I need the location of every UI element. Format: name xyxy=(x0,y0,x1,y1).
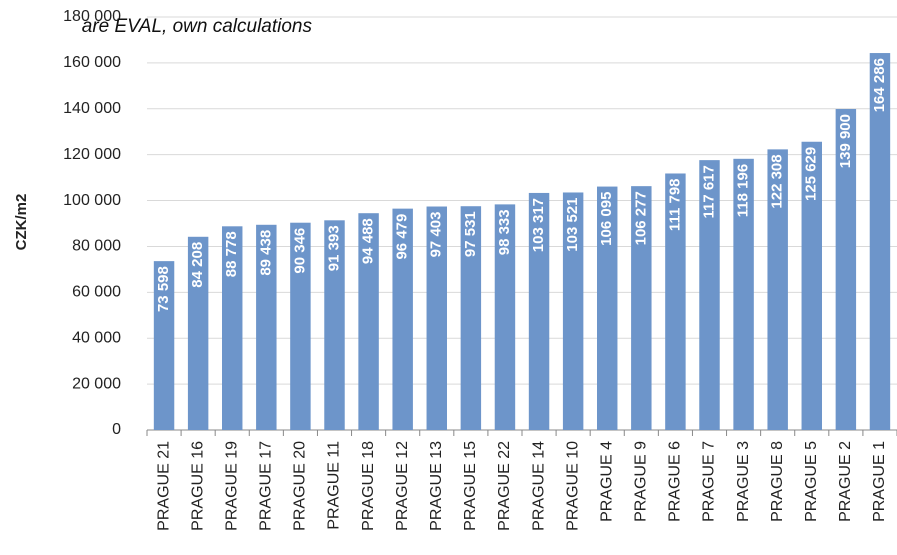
y-tick-label: 0 xyxy=(112,421,121,438)
y-tick-label: 100 000 xyxy=(63,192,121,209)
value-label: 90 346 xyxy=(291,228,308,274)
bar xyxy=(699,160,720,430)
x-tick-label: PRAGUE 6 xyxy=(667,441,684,522)
x-tick-label: PRAGUE 17 xyxy=(258,441,275,531)
y-tick-label: 40 000 xyxy=(72,329,121,346)
y-tick-label: 60 000 xyxy=(72,284,121,301)
x-tick-label: PRAGUE 10 xyxy=(564,441,581,531)
bar xyxy=(767,149,788,430)
value-label: 88 778 xyxy=(223,231,240,277)
bar xyxy=(256,224,277,430)
bar xyxy=(358,213,379,430)
value-label: 94 488 xyxy=(360,218,377,264)
bar xyxy=(801,141,822,431)
y-tick-label: 120 000 xyxy=(63,146,121,163)
x-tick-label: PRAGUE 14 xyxy=(530,441,547,531)
value-label: 96 479 xyxy=(394,214,411,260)
x-tick-label: PRAGUE 8 xyxy=(769,441,786,522)
bar xyxy=(631,186,652,430)
bar xyxy=(597,186,618,430)
value-label: 103 521 xyxy=(564,197,581,251)
bar xyxy=(528,192,550,430)
x-tick-label: PRAGUE 16 xyxy=(189,441,206,531)
bar xyxy=(426,206,447,430)
x-tick-label: PRAGUE 15 xyxy=(462,441,479,531)
value-label: 122 308 xyxy=(769,154,786,208)
value-label: 106 095 xyxy=(598,192,615,246)
value-label: 111 798 xyxy=(666,178,683,231)
bar xyxy=(153,261,175,430)
bar xyxy=(222,226,243,430)
x-tick-label: PRAGUE 2 xyxy=(837,441,854,522)
value-label: 91 393 xyxy=(325,225,342,271)
bar xyxy=(460,206,482,430)
bar xyxy=(290,222,311,430)
value-label: 125 629 xyxy=(803,147,820,201)
bar xyxy=(494,204,516,430)
bar xyxy=(665,173,686,430)
x-tick-label: PRAGUE 1 xyxy=(871,441,888,522)
x-tick-label: PRAGUE 7 xyxy=(701,441,718,522)
value-label: 117 617 xyxy=(700,165,717,218)
bar xyxy=(835,109,857,430)
x-tick-label: PRAGUE 12 xyxy=(394,441,411,531)
x-tick-label: PRAGUE 13 xyxy=(428,441,445,531)
y-tick-label: 80 000 xyxy=(72,238,121,255)
x-tick-label: PRAGUE 18 xyxy=(360,441,377,531)
x-tick-label: PRAGUE 22 xyxy=(496,441,513,531)
value-label: 89 438 xyxy=(257,230,274,276)
bar xyxy=(733,158,754,430)
x-tick-label: PRAGUE 11 xyxy=(326,441,343,530)
x-tick-label: PRAGUE 5 xyxy=(803,441,820,522)
note: are EVAL, own calculations xyxy=(82,16,313,37)
x-tick-label: PRAGUE 9 xyxy=(633,441,650,522)
bar xyxy=(324,220,345,430)
value-label: 98 333 xyxy=(496,209,513,255)
value-label: 103 317 xyxy=(530,198,547,252)
value-label: 73 598 xyxy=(155,266,172,312)
value-label: 97 531 xyxy=(462,211,479,257)
x-tick-label: PRAGUE 21 xyxy=(155,441,172,531)
y-tick-label: 20 000 xyxy=(72,375,121,392)
bar xyxy=(392,208,413,430)
value-label: 84 208 xyxy=(189,242,206,288)
value-label: 164 286 xyxy=(871,58,888,112)
value-label: 106 277 xyxy=(632,191,649,245)
y-tick-label: 180 000 xyxy=(63,8,121,25)
value-label: 97 403 xyxy=(428,212,445,258)
bar xyxy=(187,236,209,430)
x-tick-label: PRAGUE 19 xyxy=(223,441,240,531)
x-tick-label: PRAGUE 20 xyxy=(292,441,309,531)
y-tick-label: 140 000 xyxy=(63,100,121,117)
x-tick-label: PRAGUE 3 xyxy=(735,441,752,522)
bar xyxy=(562,192,584,430)
bar xyxy=(869,53,891,430)
value-label: 118 196 xyxy=(735,164,752,217)
x-tick-label: PRAGUE 4 xyxy=(598,441,615,522)
y-tick-label: 160 000 xyxy=(63,54,121,71)
value-label: 139 900 xyxy=(837,114,854,168)
y-axis-label: CZK/m2 xyxy=(13,194,30,251)
